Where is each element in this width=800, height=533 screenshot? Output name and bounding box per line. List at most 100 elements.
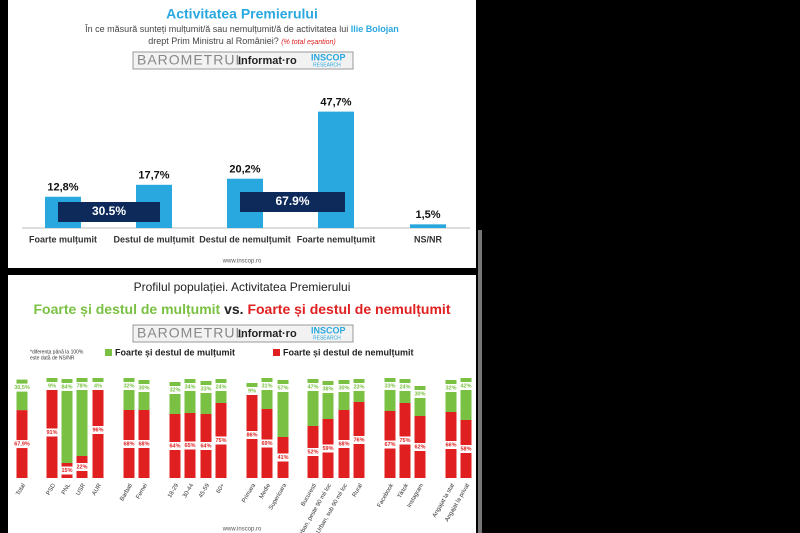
label-bg	[136, 384, 152, 392]
bar-segment	[16, 379, 28, 411]
label-bg	[275, 453, 291, 462]
chart-title: Activitatea Premierului	[166, 6, 318, 22]
label-bg	[121, 382, 137, 390]
bar-segment	[307, 379, 319, 426]
category-label: Foarte nemulțumit	[297, 234, 376, 244]
bar-segment	[338, 380, 350, 410]
logo-text: Informat·ro	[238, 328, 297, 340]
label-bg	[213, 436, 229, 445]
logo-text: RESEARCH	[313, 335, 341, 341]
label-bg	[182, 383, 198, 391]
label-bg	[167, 386, 183, 394]
label-bg	[336, 384, 352, 392]
category-label: AUR	[92, 482, 104, 497]
value-label: 57%	[277, 385, 288, 391]
label-bg	[458, 382, 474, 390]
logo-text: Informat·ro	[238, 55, 297, 67]
value-label: 30%	[338, 385, 349, 391]
label-bg	[275, 384, 291, 392]
value-label: 65%	[184, 443, 195, 449]
bar-segment	[169, 382, 181, 414]
value-label: 64%	[200, 443, 211, 449]
value-label: 24%	[215, 384, 226, 390]
value-label: 68%	[338, 441, 349, 447]
value-label: 68%	[123, 441, 134, 447]
label-bg	[59, 466, 75, 475]
value-label: 68%	[138, 441, 149, 447]
subtitle-part: drept Prim Ministru al României?	[148, 36, 281, 46]
annotation: 67.9%	[275, 194, 309, 208]
value-label: 52%	[307, 449, 318, 455]
value-label: 41%	[277, 455, 288, 461]
label-bg	[121, 440, 137, 448]
category-label: Destul de mulțumit	[113, 234, 194, 244]
bar-segment	[76, 378, 88, 456]
heading-part: vs.	[220, 301, 247, 317]
bar-segment	[123, 378, 135, 410]
logo-frame	[132, 324, 354, 343]
value-label: 86%	[246, 432, 257, 438]
label-bg	[382, 440, 398, 449]
label-bg	[213, 383, 229, 391]
label-bg	[458, 445, 474, 453]
value-label: 33%	[200, 386, 211, 392]
bar-segment	[92, 378, 104, 382]
logo-text: RESEARCH	[313, 62, 341, 68]
value-label: 23%	[353, 384, 364, 390]
value-label: 30,5%	[14, 385, 30, 391]
logo-text: INSCOP	[311, 325, 346, 335]
annotation: 30.5%	[92, 204, 126, 218]
value-label: 59%	[322, 446, 333, 452]
value-label: 32%	[169, 387, 180, 393]
label-bg	[74, 463, 90, 471]
label-bg	[14, 440, 30, 449]
label-bg	[397, 383, 413, 391]
logo-text: BAROMETRUL	[137, 325, 244, 341]
value-label: 66%	[445, 442, 456, 448]
bar-segment	[445, 380, 457, 412]
heading-part: Foarte și destul de mulțumit	[34, 301, 221, 317]
bar-segment	[277, 380, 289, 437]
value-label: 75%	[399, 438, 410, 444]
label-bg	[259, 439, 275, 448]
label-bg	[320, 385, 336, 393]
label-bg	[397, 436, 413, 445]
value-label: 47%	[307, 384, 318, 390]
bar-segment	[184, 379, 196, 413]
bar-segment	[138, 380, 150, 410]
bar-segment	[384, 378, 396, 411]
label-bg	[443, 441, 459, 449]
label-bg	[320, 444, 336, 453]
bar-segment	[460, 378, 472, 420]
heading: Foarte și destul de mulțumit vs. Foarte …	[34, 301, 451, 317]
category-label: 60+	[216, 482, 227, 494]
value-label: 30%	[414, 391, 425, 397]
value-label: 17,7%	[138, 170, 169, 182]
value-label: 33%	[384, 383, 395, 389]
value-label: 96%	[92, 427, 103, 433]
value-label: 76%	[353, 437, 364, 443]
bar-segment	[200, 381, 212, 414]
annotation-box	[58, 202, 160, 222]
value-label: 31%	[261, 383, 272, 389]
subtitle-name: Ilie Bolojan	[351, 24, 399, 34]
value-label: 12,8%	[47, 182, 78, 194]
legend-swatch	[273, 349, 280, 356]
bar-segment	[261, 378, 273, 409]
label-bg	[44, 428, 60, 437]
legend-label: Foarte și destul de nemulțumit	[283, 347, 414, 357]
label-bg	[443, 384, 459, 392]
note: *diferența până la 100%	[30, 349, 84, 355]
logo-frame	[132, 51, 354, 70]
value-label: 15%	[61, 468, 72, 474]
value-label: 38%	[322, 386, 333, 392]
label-bg	[44, 382, 60, 390]
category-label: NS/NR	[414, 234, 443, 244]
category-label: USR	[76, 482, 88, 497]
value-label: 64%	[169, 443, 180, 449]
bar	[410, 224, 446, 228]
label-bg	[198, 385, 214, 393]
label-bg	[244, 431, 260, 439]
value-label: 22%	[76, 464, 87, 470]
